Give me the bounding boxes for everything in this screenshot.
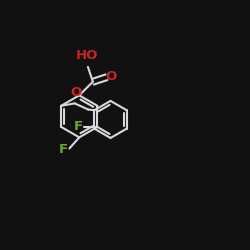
Text: F: F xyxy=(59,143,68,156)
Text: F: F xyxy=(74,120,83,133)
Text: O: O xyxy=(70,86,82,99)
Text: HO: HO xyxy=(76,50,98,62)
Text: O: O xyxy=(105,70,117,82)
